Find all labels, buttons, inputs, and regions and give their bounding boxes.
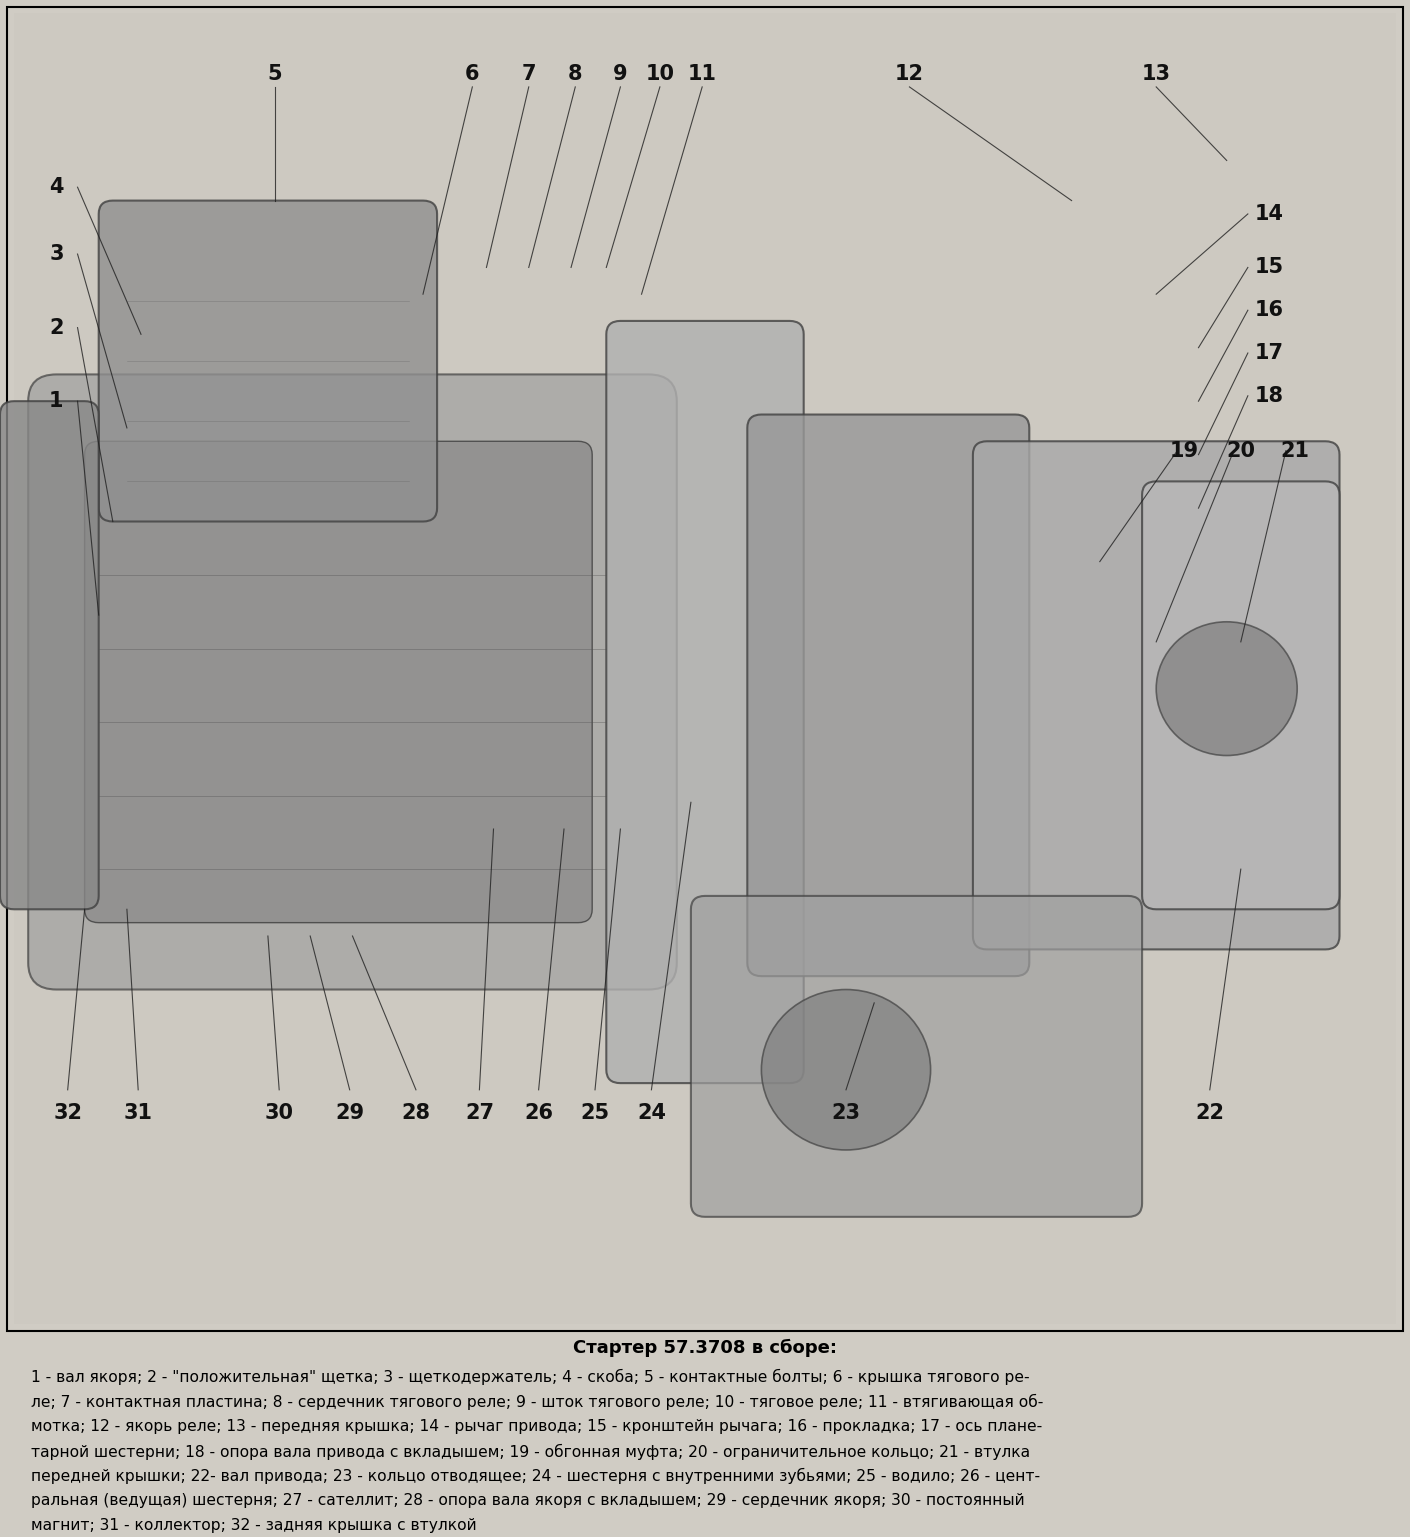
Text: 30: 30 xyxy=(265,1102,293,1122)
FancyBboxPatch shape xyxy=(1142,481,1340,910)
Text: ральная (ведущая) шестерня; 27 - сателлит; 28 - опора вала якоря с вкладышем; 29: ральная (ведущая) шестерня; 27 - сателли… xyxy=(31,1492,1025,1508)
Text: 19: 19 xyxy=(1170,441,1198,461)
Text: 18: 18 xyxy=(1255,386,1283,406)
Circle shape xyxy=(1156,622,1297,756)
Text: 21: 21 xyxy=(1280,441,1308,461)
Text: Стартер 57.3708 в сборе:: Стартер 57.3708 в сборе: xyxy=(572,1339,838,1357)
FancyBboxPatch shape xyxy=(606,321,804,1084)
Text: 9: 9 xyxy=(613,63,627,83)
Text: 5: 5 xyxy=(268,63,282,83)
FancyBboxPatch shape xyxy=(99,200,437,521)
FancyBboxPatch shape xyxy=(691,896,1142,1217)
Text: 10: 10 xyxy=(646,63,674,83)
Text: 23: 23 xyxy=(832,1102,860,1122)
Text: 6: 6 xyxy=(465,63,479,83)
Text: ле; 7 - контактная пластина; 8 - сердечник тягового реле; 9 - шток тягового реле: ле; 7 - контактная пластина; 8 - сердечн… xyxy=(31,1394,1043,1409)
FancyBboxPatch shape xyxy=(28,375,677,990)
Text: 4: 4 xyxy=(49,177,63,197)
FancyBboxPatch shape xyxy=(85,441,592,922)
Text: 13: 13 xyxy=(1142,63,1170,83)
Text: 24: 24 xyxy=(637,1102,666,1122)
Text: 32: 32 xyxy=(54,1102,82,1122)
Text: 29: 29 xyxy=(336,1102,364,1122)
Text: магнит; 31 - коллектор; 32 - задняя крышка с втулкой: магнит; 31 - коллектор; 32 - задняя крыш… xyxy=(31,1517,477,1532)
Text: 27: 27 xyxy=(465,1102,493,1122)
FancyBboxPatch shape xyxy=(747,415,1029,976)
Text: 17: 17 xyxy=(1255,343,1283,363)
Text: 28: 28 xyxy=(402,1102,430,1122)
Text: передней крышки; 22- вал привода; 23 - кольцо отводящее; 24 - шестерня с внутрен: передней крышки; 22- вал привода; 23 - к… xyxy=(31,1468,1041,1485)
Text: 1 - вал якоря; 2 - "положительная" щетка; 3 - щеткодержатель; 4 - скоба; 5 - кон: 1 - вал якоря; 2 - "положительная" щетка… xyxy=(31,1369,1029,1385)
Text: 31: 31 xyxy=(124,1102,152,1122)
Text: 14: 14 xyxy=(1255,204,1283,224)
FancyBboxPatch shape xyxy=(973,441,1340,950)
Circle shape xyxy=(761,990,931,1150)
Text: 7: 7 xyxy=(522,63,536,83)
Text: тарной шестерни; 18 - опора вала привода с вкладышем; 19 - обгонная муфта; 20 - : тарной шестерни; 18 - опора вала привода… xyxy=(31,1443,1031,1460)
Text: 16: 16 xyxy=(1255,300,1283,320)
Text: 2: 2 xyxy=(49,318,63,338)
Text: 22: 22 xyxy=(1196,1102,1224,1122)
Text: 26: 26 xyxy=(525,1102,553,1122)
Text: 15: 15 xyxy=(1255,257,1283,278)
Text: мотка; 12 - якорь реле; 13 - передняя крышка; 14 - рычаг привода; 15 - кронштейн: мотка; 12 - якорь реле; 13 - передняя кр… xyxy=(31,1419,1042,1434)
Text: 20: 20 xyxy=(1227,441,1255,461)
Text: 8: 8 xyxy=(568,63,582,83)
Text: 25: 25 xyxy=(581,1102,609,1122)
Text: 3: 3 xyxy=(49,244,63,264)
Text: 12: 12 xyxy=(895,63,924,83)
FancyBboxPatch shape xyxy=(0,401,99,910)
Text: 11: 11 xyxy=(688,63,716,83)
Text: 1: 1 xyxy=(49,390,63,412)
